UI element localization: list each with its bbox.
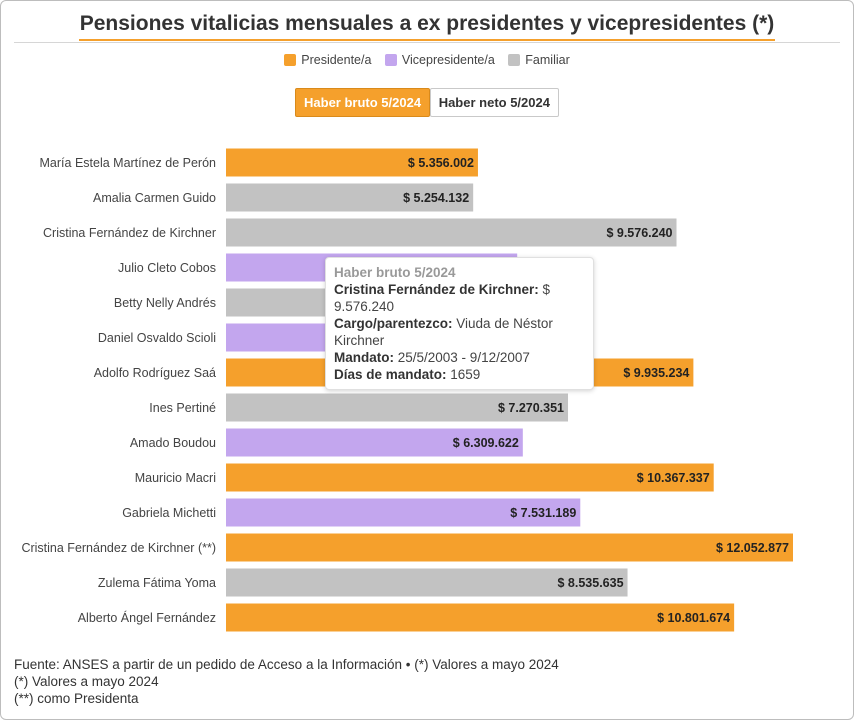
toggle-haber-neto-button[interactable]: Haber neto 5/2024 — [429, 88, 559, 117]
tooltip-cargo-value: Viuda de Néstor Kirchner — [334, 316, 553, 348]
value-label-cristina-fernandez-de-kirchner: $ 12.052.877 — [716, 541, 789, 555]
tooltip-name-key: Cristina Fernández de Kirchner: — [334, 282, 539, 297]
tooltip-cargo-key: Cargo/parentezco: — [334, 316, 453, 331]
category-label-cristina-fernandez-de-kirchner: Cristina Fernández de Kirchner (**) — [21, 541, 216, 555]
value-label-alberto-angel-fernandez: $ 10.801.674 — [657, 611, 730, 625]
tooltip-dias-value: 1659 — [446, 367, 481, 382]
legend-swatch-vicepresidente — [384, 54, 397, 66]
category-label-maria-estela-martinez-de-peron: María Estela Martínez de Perón — [40, 156, 217, 170]
value-toggle: Haber bruto 5/2024 Haber neto 5/2024 — [0, 88, 854, 117]
tooltip-cargo-row: Cargo/parentezco: Viuda de Néstor Kirchn… — [334, 315, 585, 349]
tooltip-header: Haber bruto 5/2024 — [334, 265, 456, 280]
legend-item-familiar[interactable]: Familiar — [508, 53, 570, 67]
category-label-cristina-fernandez-de-kirchner: Cristina Fernández de Kirchner — [43, 226, 216, 240]
tooltip-mandato-row: Mandato: 25/5/2003 - 9/12/2007 — [334, 349, 585, 366]
category-label-daniel-osvaldo-scioli: Daniel Osvaldo Scioli — [98, 331, 216, 345]
legend-swatch-familiar — [508, 54, 521, 66]
value-label-amalia-carmen-guido: $ 5.254.132 — [403, 191, 469, 205]
category-label-gabriela-michetti: Gabriela Michetti — [122, 506, 216, 520]
tooltip-name-value: $ 9.576.240 — [334, 282, 551, 314]
footnote-values: (*) Valores a mayo 2024 — [14, 674, 159, 689]
tooltip: Haber bruto 5/2024 Cristina Fernández de… — [325, 257, 594, 390]
category-label-adolfo-rodriguez-saa: Adolfo Rodríguez Saá — [94, 366, 216, 380]
legend-swatch-presidente — [284, 54, 297, 66]
category-label-amado-boudou: Amado Boudou — [130, 436, 216, 450]
bar-ines-pertine[interactable] — [226, 393, 569, 422]
value-label-cristina-fernandez-de-kirchner: $ 9.576.240 — [606, 226, 672, 240]
chart-title: Pensiones vitalicias mensuales a ex pres… — [0, 12, 854, 41]
bar-amado-boudou[interactable] — [226, 428, 523, 457]
tooltip-name-row: Cristina Fernández de Kirchner: $ 9.576.… — [334, 281, 585, 315]
value-label-amado-boudou: $ 6.309.622 — [453, 436, 519, 450]
bar-mauricio-macri[interactable] — [226, 463, 714, 492]
legend: Presidente/a Vicepresidente/a Familiar — [0, 53, 854, 67]
bar-cristina-fernandez-de-kirchner[interactable] — [226, 533, 793, 562]
value-label-zulema-fatima-yoma: $ 8.535.635 — [557, 576, 623, 590]
category-label-amalia-carmen-guido: Amalia Carmen Guido — [93, 191, 216, 205]
category-label-ines-pertine: Ines Pertiné — [149, 401, 216, 415]
toggle-haber-bruto-button[interactable]: Haber bruto 5/2024 — [295, 88, 431, 117]
bar-amalia-carmen-guido[interactable] — [226, 183, 474, 212]
legend-item-vicepresidente[interactable]: Vicepresidente/a — [384, 53, 495, 67]
value-label-gabriela-michetti: $ 7.531.189 — [510, 506, 576, 520]
category-label-julio-cleto-cobos: Julio Cleto Cobos — [118, 261, 216, 275]
bar-gabriela-michetti[interactable] — [226, 498, 581, 527]
value-label-mauricio-macri: $ 10.367.337 — [637, 471, 710, 485]
legend-item-presidente[interactable]: Presidente/a — [284, 53, 371, 67]
value-label-ines-pertine: $ 7.270.351 — [498, 401, 564, 415]
tooltip-dias-row: Días de mandato: 1659 — [334, 366, 585, 383]
source-note: Fuente: ANSES a partir de un pedido de A… — [14, 656, 559, 707]
category-label-mauricio-macri: Mauricio Macri — [135, 471, 216, 485]
value-label-adolfo-rodriguez-saa: $ 9.935.234 — [623, 366, 689, 380]
tooltip-mandato-key: Mandato: — [334, 350, 394, 365]
tooltip-dias-key: Días de mandato: — [334, 367, 447, 382]
bar-zulema-fatima-yoma[interactable] — [226, 568, 628, 597]
value-label-maria-estela-martinez-de-peron: $ 5.356.002 — [408, 156, 474, 170]
source-line: Fuente: ANSES a partir de un pedido de A… — [14, 657, 559, 672]
title-divider — [14, 42, 840, 43]
category-label-betty-nelly-andres: Betty Nelly Andrés — [114, 296, 216, 310]
bar-alberto-angel-fernandez[interactable] — [226, 603, 735, 632]
bar-cristina-fernandez-de-kirchner[interactable] — [226, 218, 677, 247]
bar-maria-estela-martinez-de-peron[interactable] — [226, 148, 478, 177]
category-label-zulema-fatima-yoma: Zulema Fátima Yoma — [98, 576, 216, 590]
category-label-alberto-angel-fernandez: Alberto Ángel Fernández — [78, 610, 216, 625]
tooltip-mandato-value: 25/5/2003 - 9/12/2007 — [394, 350, 530, 365]
footnote-presidenta: (**) como Presidenta — [14, 691, 139, 706]
